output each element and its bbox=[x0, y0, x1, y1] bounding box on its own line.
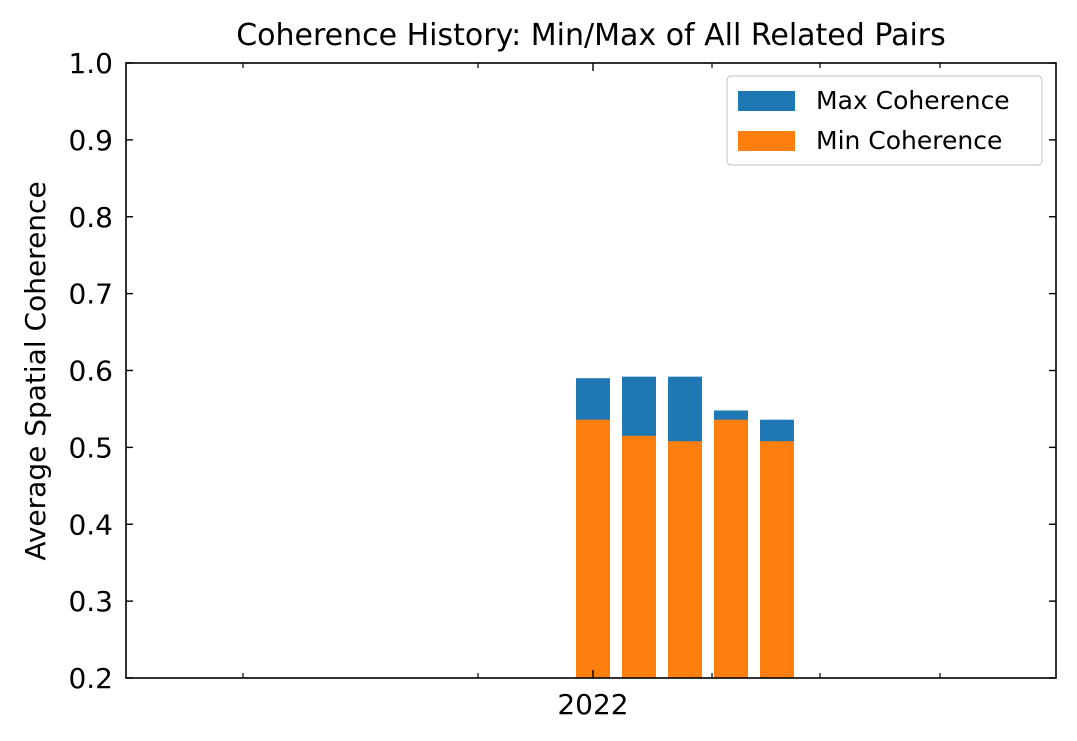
y-tick-label: 1.0 bbox=[68, 47, 113, 80]
legend-label: Max Coherence bbox=[816, 86, 1010, 115]
legend-swatch bbox=[738, 91, 795, 111]
y-tick-label: 0.7 bbox=[68, 278, 113, 311]
y-tick-label: 0.2 bbox=[68, 662, 113, 695]
bars-layer bbox=[576, 376, 794, 678]
legend-box bbox=[726, 75, 1043, 166]
chart-title: Coherence History: Min/Max of All Relate… bbox=[236, 18, 946, 53]
y-tick-label: 0.5 bbox=[68, 431, 113, 464]
bar-min-coherence bbox=[576, 419, 610, 678]
x-axis-ticks: 2022 bbox=[242, 63, 941, 721]
legend: Max Coherence Min Coherence bbox=[726, 75, 1043, 166]
bar-min-coherence bbox=[760, 441, 794, 678]
y-tick-label: 0.8 bbox=[68, 201, 113, 234]
bar-min-coherence bbox=[668, 441, 702, 678]
plot-frame bbox=[125, 62, 1057, 679]
bar-min-coherence bbox=[622, 435, 656, 678]
legend-label: Min Coherence bbox=[816, 126, 1002, 155]
legend-swatch bbox=[738, 131, 795, 151]
y-tick-label: 0.6 bbox=[68, 355, 113, 388]
y-tick-label: 0.9 bbox=[68, 124, 113, 157]
y-axis-label: Average Spatial Coherence bbox=[19, 181, 52, 560]
y-tick-label: 0.4 bbox=[68, 508, 113, 541]
y-tick-label: 0.3 bbox=[68, 585, 113, 618]
x-tick-label: 2022 bbox=[557, 688, 628, 721]
y-axis-ticks: 0.2 0.3 0.4 0.5 0.6 0.7 0.8 0.9 1.0 bbox=[68, 47, 1056, 695]
bar-min-coherence bbox=[714, 419, 748, 678]
